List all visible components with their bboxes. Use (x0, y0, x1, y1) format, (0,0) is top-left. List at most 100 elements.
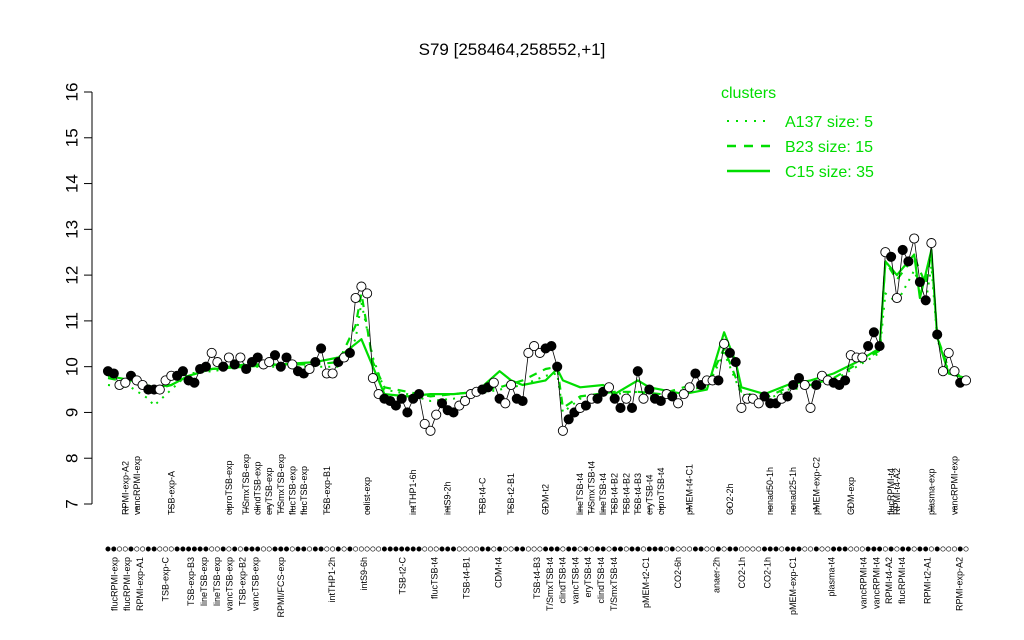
data-point (799, 379, 810, 391)
data-point (500, 398, 511, 409)
x-tick-label: flucTSB-exp (287, 466, 297, 515)
rug-marker (485, 546, 491, 552)
rug-marker (566, 546, 572, 552)
rug-marker (900, 546, 906, 552)
rug-marker (600, 546, 606, 552)
rug-marker (439, 546, 445, 552)
data-point (200, 361, 211, 372)
sample-rug (105, 546, 969, 552)
rug-marker (675, 546, 681, 552)
data-point (552, 361, 563, 372)
rug-marker (232, 546, 238, 552)
series-line-dotted (107, 265, 967, 414)
rug-marker (174, 546, 180, 552)
rug-marker (145, 546, 151, 552)
rug-marker (186, 546, 192, 552)
data-point (719, 338, 730, 349)
rug-marker (122, 546, 128, 552)
data-point (805, 402, 816, 413)
x-labels-bottom: flucRPMI-exp flucRPMI-exp RPMI-exp-A1 TSB-e… (109, 557, 964, 618)
rug-marker (358, 546, 364, 552)
rug-marker (715, 546, 721, 552)
rug-marker (548, 546, 554, 552)
x-tick-label: CDM-exp (846, 477, 856, 515)
y-tick-label: 12 (63, 266, 82, 285)
x-tick-label: vancRPMI-t4 (859, 557, 869, 609)
rug-marker (410, 546, 416, 552)
x-tick-label: T/SmxTSB-t4 (545, 557, 555, 611)
rug-marker (249, 546, 255, 552)
data-point (678, 389, 689, 400)
data-point (264, 357, 275, 368)
data-point (563, 414, 574, 425)
data-point (891, 292, 902, 304)
x-tick-label: RPMI-exp-A1 (135, 557, 145, 611)
x-tick-label: intS9-6h (359, 557, 369, 591)
data-point (736, 402, 747, 413)
rug-marker (710, 546, 716, 552)
data-point (529, 341, 540, 352)
rug-marker (681, 546, 687, 552)
data-point (632, 366, 643, 377)
rug-marker (163, 546, 169, 552)
chart-title: S79 [258464,258552,+1] (419, 40, 606, 59)
x-labels-top: RPMI-exp-A2 vancRPMI-exp TSB-exp-A ciproTSB… (120, 454, 959, 515)
rug-marker (640, 546, 646, 552)
x-tick-label: TSB-exp-C (161, 557, 171, 602)
data-point (863, 341, 874, 352)
x-tick-label: T/SmxTSB-t4 (609, 557, 619, 611)
x-tick-label: lineTSB-t4 (598, 473, 608, 515)
legend: clusters A137 size: 5 B23 size: 15 C15 s… (721, 85, 874, 181)
rug-marker (807, 546, 813, 552)
x-tick-label: RPMI-t2-A1 (923, 557, 933, 604)
rug-marker (445, 546, 451, 552)
data-point (154, 384, 165, 395)
data-point (609, 393, 620, 404)
data-point (177, 366, 188, 377)
rug-marker (404, 546, 410, 552)
rug-marker (779, 546, 785, 552)
rug-marker (877, 546, 883, 552)
rug-marker (502, 546, 508, 552)
sample-profile (107, 238, 967, 433)
x-tick-label: vancTSB-exp (225, 557, 235, 611)
data-point (897, 244, 908, 255)
rug-marker (260, 546, 266, 552)
data-point (189, 377, 200, 388)
x-tick-label: flucTSB-t4 (430, 557, 440, 599)
data-point (218, 361, 229, 372)
y-tick-label: 7 (63, 499, 82, 508)
x-tick-label: TSB-t4-B3 (633, 473, 643, 515)
x-tick-label: TSB-t4-C (477, 477, 487, 515)
data-point (793, 373, 805, 384)
rug-marker (940, 546, 946, 552)
rug-marker (117, 546, 123, 552)
rug-marker (416, 546, 422, 552)
rug-marker (422, 546, 428, 552)
x-tick-label: RPMI-t4-A2 (892, 468, 902, 515)
data-point (667, 391, 678, 402)
data-point (316, 343, 327, 354)
rug-marker (191, 546, 197, 552)
rug-marker (335, 546, 341, 552)
x-tick-label: TSB-t2-C (398, 557, 408, 595)
rug-marker (594, 546, 600, 552)
x-tick-label: T/SmxTSB-exp (276, 454, 286, 515)
x-tick-label: flucTSB-exp (299, 466, 309, 515)
x-tick-label: plasma-exp (926, 468, 936, 515)
rug-marker (842, 546, 848, 552)
data-point (603, 382, 615, 393)
x-tick-label: T/SmxTSB-t4 (587, 461, 597, 515)
rug-marker (111, 546, 117, 552)
rug-marker (283, 546, 289, 552)
x-tick-label: vancRPMI-exp (132, 456, 142, 515)
rug-marker (951, 546, 957, 552)
data-point (909, 233, 920, 244)
rug-marker (652, 546, 658, 552)
rug-marker (289, 546, 295, 552)
data-point (690, 368, 701, 379)
rug-marker (168, 546, 174, 552)
rug-marker (854, 546, 860, 552)
data-point (350, 292, 361, 304)
rug-marker (330, 546, 336, 552)
